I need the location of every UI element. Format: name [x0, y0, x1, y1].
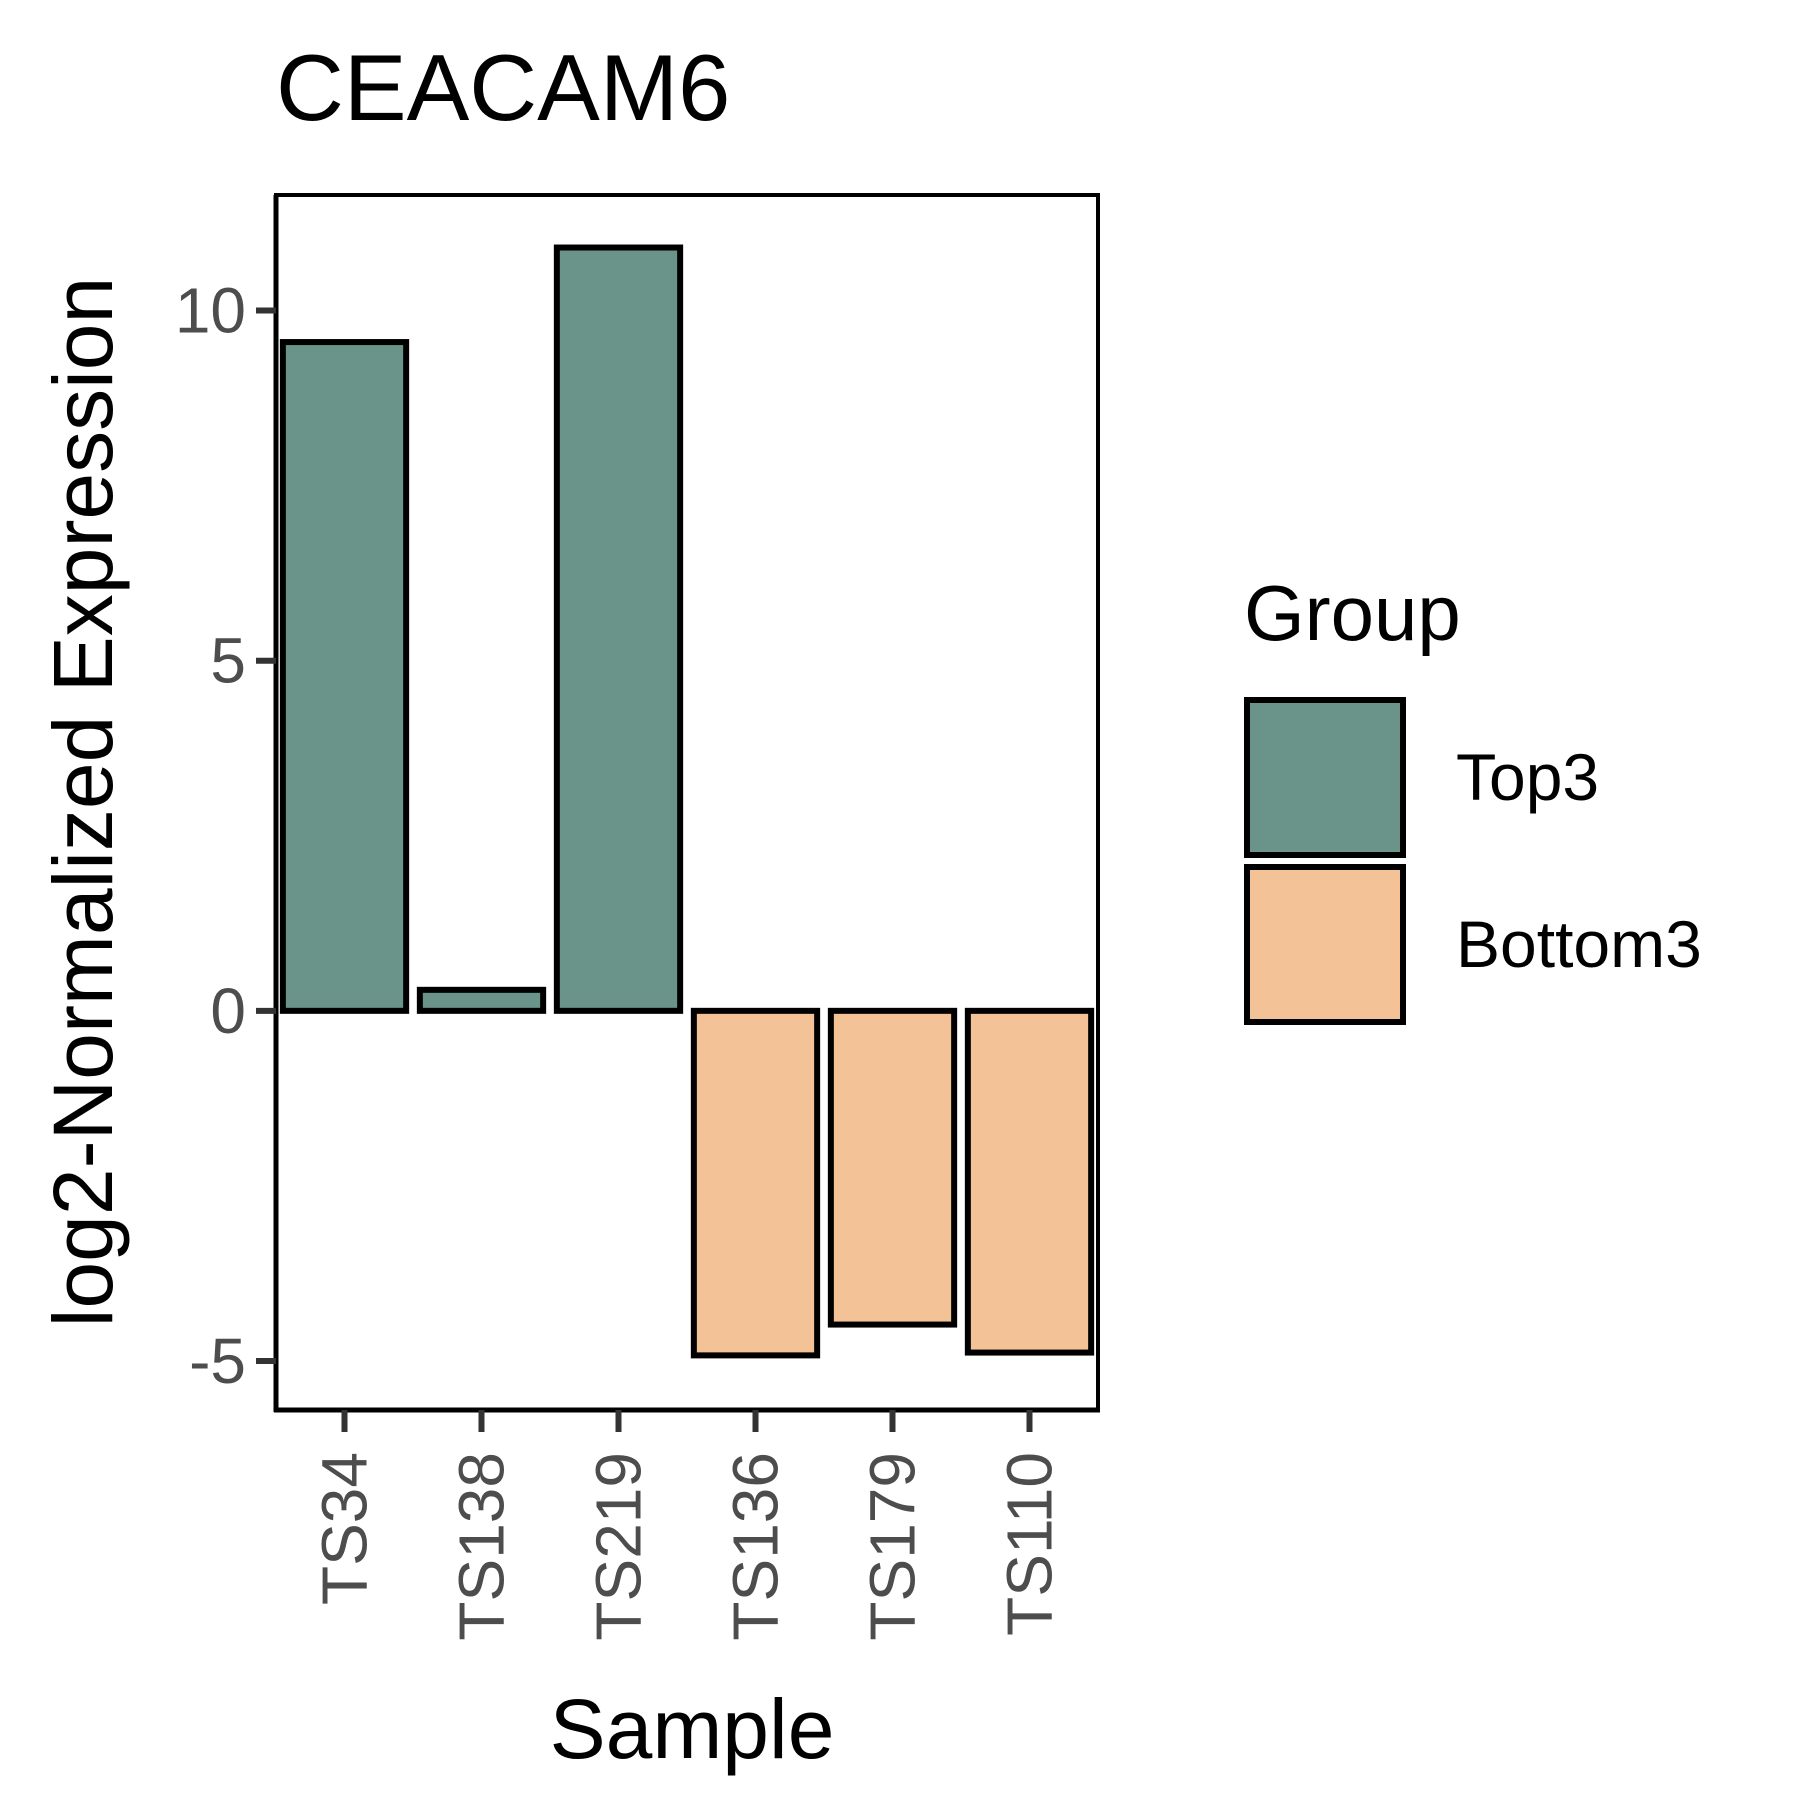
y-tick-label: 5	[210, 625, 246, 697]
x-tick-label: TS219	[583, 1452, 655, 1641]
x-tick-label: TS138	[446, 1452, 518, 1641]
plot-panel	[274, 193, 1100, 1412]
bar-ts34	[279, 339, 410, 1014]
bar-ts179	[827, 1007, 958, 1328]
legend-key-top3	[1244, 697, 1406, 858]
legend: Group Top3 Bottom3	[1244, 569, 1702, 1025]
legend-title: Group	[1244, 569, 1461, 657]
bars-layer	[279, 244, 1095, 1359]
x-tick-label: TS110	[994, 1452, 1066, 1636]
y-tick-label: 0	[210, 975, 246, 1047]
y-axis-ticks: -5 0 5 10	[175, 275, 276, 1397]
x-axis-ticks: TS34 TS138 TS219 TS136 TS179 TS110	[309, 1410, 1066, 1641]
bar-ts219	[553, 244, 684, 1014]
y-tick-label: -5	[189, 1325, 246, 1397]
y-tick-label: 10	[175, 275, 246, 347]
x-tick-label: TS179	[857, 1452, 929, 1641]
bar-ts136	[690, 1007, 821, 1359]
x-axis-title: Sample	[550, 1682, 835, 1776]
legend-key-bottom3	[1244, 864, 1406, 1025]
legend-label-top3: Top3	[1456, 740, 1599, 814]
chart-title: CEACAM6	[276, 35, 730, 140]
y-axis-title: log2-Normalized Expression	[36, 277, 130, 1327]
bar-ts138	[416, 986, 547, 1014]
x-tick-label: TS34	[309, 1452, 381, 1605]
bar-ts110	[964, 1007, 1095, 1356]
legend-label-bottom3: Bottom3	[1456, 907, 1702, 981]
x-tick-label: TS136	[720, 1452, 792, 1641]
